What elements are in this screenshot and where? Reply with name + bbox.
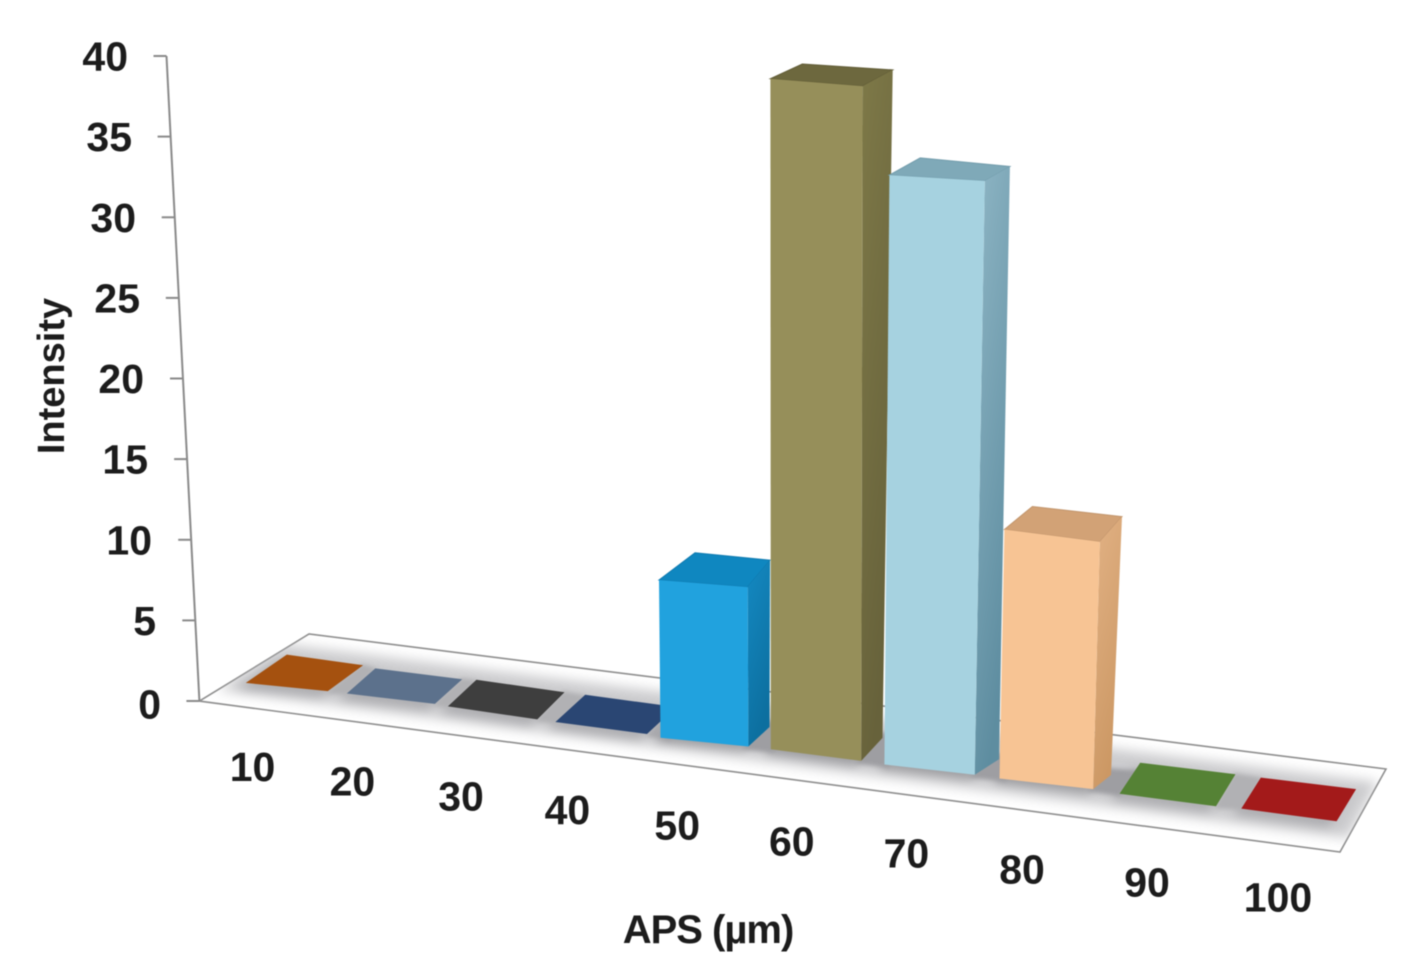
svg-text:25: 25 xyxy=(94,275,140,321)
svg-text:5: 5 xyxy=(133,598,156,644)
svg-text:APS (µm): APS (µm) xyxy=(623,908,794,952)
svg-text:80: 80 xyxy=(999,847,1045,893)
svg-text:30: 30 xyxy=(90,195,136,241)
svg-text:15: 15 xyxy=(102,437,148,483)
svg-text:10: 10 xyxy=(230,744,276,790)
svg-text:20: 20 xyxy=(98,356,144,402)
svg-text:60: 60 xyxy=(769,819,815,865)
svg-text:100: 100 xyxy=(1244,875,1312,921)
svg-text:40: 40 xyxy=(82,34,128,80)
svg-text:10: 10 xyxy=(106,517,152,563)
svg-text:70: 70 xyxy=(884,830,930,876)
svg-text:0: 0 xyxy=(138,682,161,728)
svg-text:20: 20 xyxy=(330,759,376,805)
svg-text:40: 40 xyxy=(545,787,591,833)
svg-text:Intensity: Intensity xyxy=(31,298,73,454)
svg-text:50: 50 xyxy=(654,802,700,848)
svg-text:35: 35 xyxy=(86,114,132,160)
svg-text:90: 90 xyxy=(1124,860,1170,906)
svg-text:30: 30 xyxy=(438,774,484,820)
